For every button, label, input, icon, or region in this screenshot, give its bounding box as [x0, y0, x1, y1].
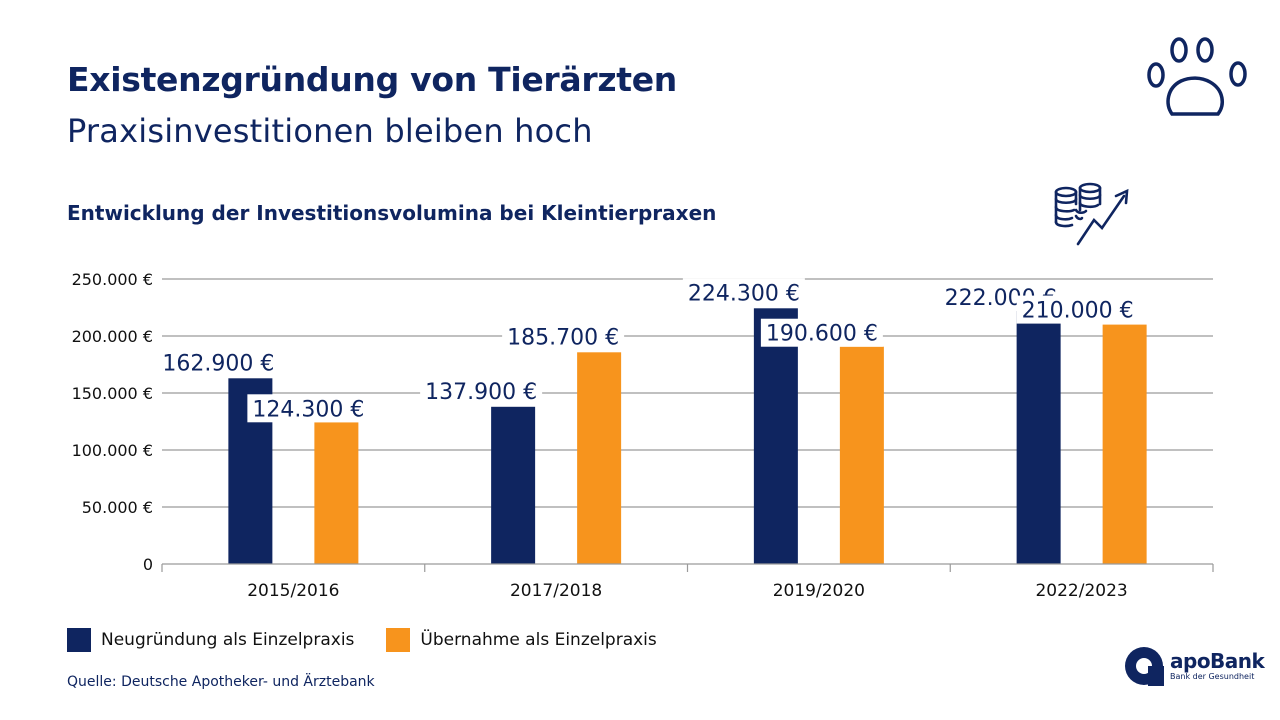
- paw-icon: [1147, 37, 1247, 116]
- bar-neugruendung: [491, 406, 536, 564]
- data-label-bg: [247, 394, 370, 423]
- chart-title: Entwicklung der Investitionsvolumina bei…: [67, 201, 717, 225]
- x-tick-label: 2019/2020: [773, 581, 865, 601]
- data-label-bg: [157, 348, 280, 377]
- data-label-bg: [502, 322, 625, 351]
- legend-label: Neugründung als Einzelpraxis: [101, 630, 355, 650]
- coins-growth-icon: [1054, 182, 1129, 246]
- data-label: 185.700 €: [507, 325, 619, 350]
- bar-uebernahme: [839, 346, 884, 564]
- legend: Neugründung als Einzelpraxis Übernahme a…: [67, 628, 689, 652]
- y-tick-label: 50.000 €: [82, 498, 153, 517]
- apobank-logo-icon: [1125, 647, 1164, 686]
- y-axis-ticks: 0 50.000 € 100.000 € 150.000 € 200.000 € 250.…: [72, 270, 153, 574]
- bars: [228, 308, 1147, 564]
- y-tick-label: 0: [143, 555, 153, 574]
- legend-swatch-orange: [386, 628, 411, 652]
- x-tick-label: 2017/2018: [510, 581, 602, 601]
- data-label: 137.900 €: [425, 380, 537, 405]
- bar-uebernahme: [314, 422, 359, 564]
- data-label-bg: [420, 376, 543, 405]
- y-tick-label: 200.000 €: [72, 327, 153, 346]
- y-tick-label: 100.000 €: [72, 441, 153, 460]
- page-subtitle: Praxisinvestitionen bleiben hoch: [67, 112, 593, 150]
- data-label: 190.600 €: [766, 322, 878, 347]
- data-label: 224.300 €: [688, 281, 800, 306]
- data-label-bg: [682, 278, 805, 307]
- data-label: 162.900 €: [162, 351, 274, 376]
- y-tick-label: 150.000 €: [72, 384, 153, 403]
- data-labels: 162.900 € 124.300 € 137.900 € 185.700 € 224.…: [157, 278, 1139, 423]
- legend-item-neugruendung: Neugründung als Einzelpraxis: [67, 628, 354, 652]
- legend-label: Übernahme als Einzelpraxis: [420, 630, 657, 650]
- data-label: 124.300 €: [252, 397, 364, 422]
- legend-swatch-navy: [67, 628, 91, 652]
- data-label-bg: [760, 318, 883, 347]
- x-tick-label: 2015/2016: [247, 581, 339, 601]
- page-title: Existenzgründung von Tierärzten: [67, 60, 677, 99]
- brand-tagline: Bank der Gesundheit: [1170, 672, 1255, 681]
- bar-neugruendung: [753, 308, 798, 564]
- x-tick-label: 2022/2023: [1035, 581, 1127, 601]
- x-axis: 2015/2016 2017/2018 2019/2020 2022/2023: [161, 563, 1214, 601]
- bar-uebernahme: [577, 352, 622, 564]
- bar-neugruendung: [1016, 310, 1061, 564]
- brand-logo: apoBank Bank der Gesundheit: [1124, 646, 1265, 686]
- data-label-bg: [1016, 295, 1139, 324]
- brand-name: apoBank: [1170, 649, 1265, 673]
- source-note: Quelle: Deutsche Apotheker- und Ärzteban…: [67, 674, 375, 690]
- y-tick-label: 250.000 €: [72, 270, 153, 289]
- bar-uebernahme: [1102, 324, 1147, 564]
- legend-item-uebernahme: Übernahme als Einzelpraxis: [386, 628, 657, 652]
- data-label: 210.000 €: [1022, 299, 1134, 324]
